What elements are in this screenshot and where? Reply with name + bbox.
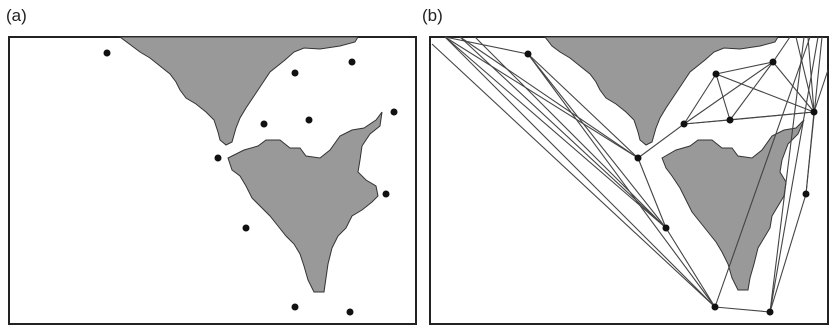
waypoint xyxy=(769,58,777,66)
edge xyxy=(431,43,716,308)
edge xyxy=(444,36,529,55)
obstacle-lower xyxy=(661,119,805,291)
edge xyxy=(683,73,717,125)
waypoint xyxy=(712,70,720,78)
edge xyxy=(444,36,716,308)
edge xyxy=(459,36,639,159)
waypoint xyxy=(260,120,268,128)
edge xyxy=(527,53,667,229)
panel-b-label: (b) xyxy=(422,6,443,25)
waypoint xyxy=(662,224,670,232)
waypoint xyxy=(382,190,390,198)
edge xyxy=(683,61,774,125)
edge xyxy=(769,36,819,313)
edge xyxy=(714,36,811,308)
waypoint xyxy=(348,58,356,66)
obstacle-lower xyxy=(227,111,383,293)
edge xyxy=(729,111,815,121)
edge xyxy=(715,73,815,113)
obstacle-upper xyxy=(543,36,779,146)
edge xyxy=(527,53,639,159)
edge xyxy=(772,36,791,63)
edge xyxy=(769,36,805,313)
waypoint xyxy=(390,108,398,116)
edge xyxy=(729,61,774,121)
waypoint xyxy=(291,303,299,311)
edge xyxy=(772,61,815,113)
waypoint xyxy=(214,154,222,162)
waypoint xyxy=(242,224,250,232)
edge xyxy=(813,69,829,113)
edge xyxy=(715,73,731,121)
edge xyxy=(665,227,716,308)
waypoint xyxy=(305,116,313,124)
waypoint xyxy=(634,154,642,162)
panel-b xyxy=(429,36,829,325)
waypoint xyxy=(766,308,774,316)
edge xyxy=(444,36,639,159)
edge xyxy=(459,36,667,229)
edge xyxy=(795,36,815,113)
waypoint xyxy=(810,108,818,116)
waypoint xyxy=(711,303,719,311)
edge xyxy=(444,36,667,229)
waypoint xyxy=(802,190,810,198)
edge xyxy=(769,193,807,313)
edge xyxy=(637,123,685,159)
panel-a xyxy=(8,36,417,325)
edge xyxy=(715,61,774,75)
waypoint xyxy=(346,308,354,316)
edge xyxy=(637,157,667,229)
waypoint xyxy=(726,116,734,124)
edge xyxy=(714,306,771,313)
panel-a-label: (a) xyxy=(6,6,27,25)
obstacle-upper xyxy=(118,36,359,146)
edge xyxy=(527,53,716,308)
waypoint xyxy=(291,69,299,77)
waypoint xyxy=(680,120,688,128)
waypoint xyxy=(524,50,532,58)
waypoint xyxy=(103,49,111,57)
edge xyxy=(474,36,667,229)
